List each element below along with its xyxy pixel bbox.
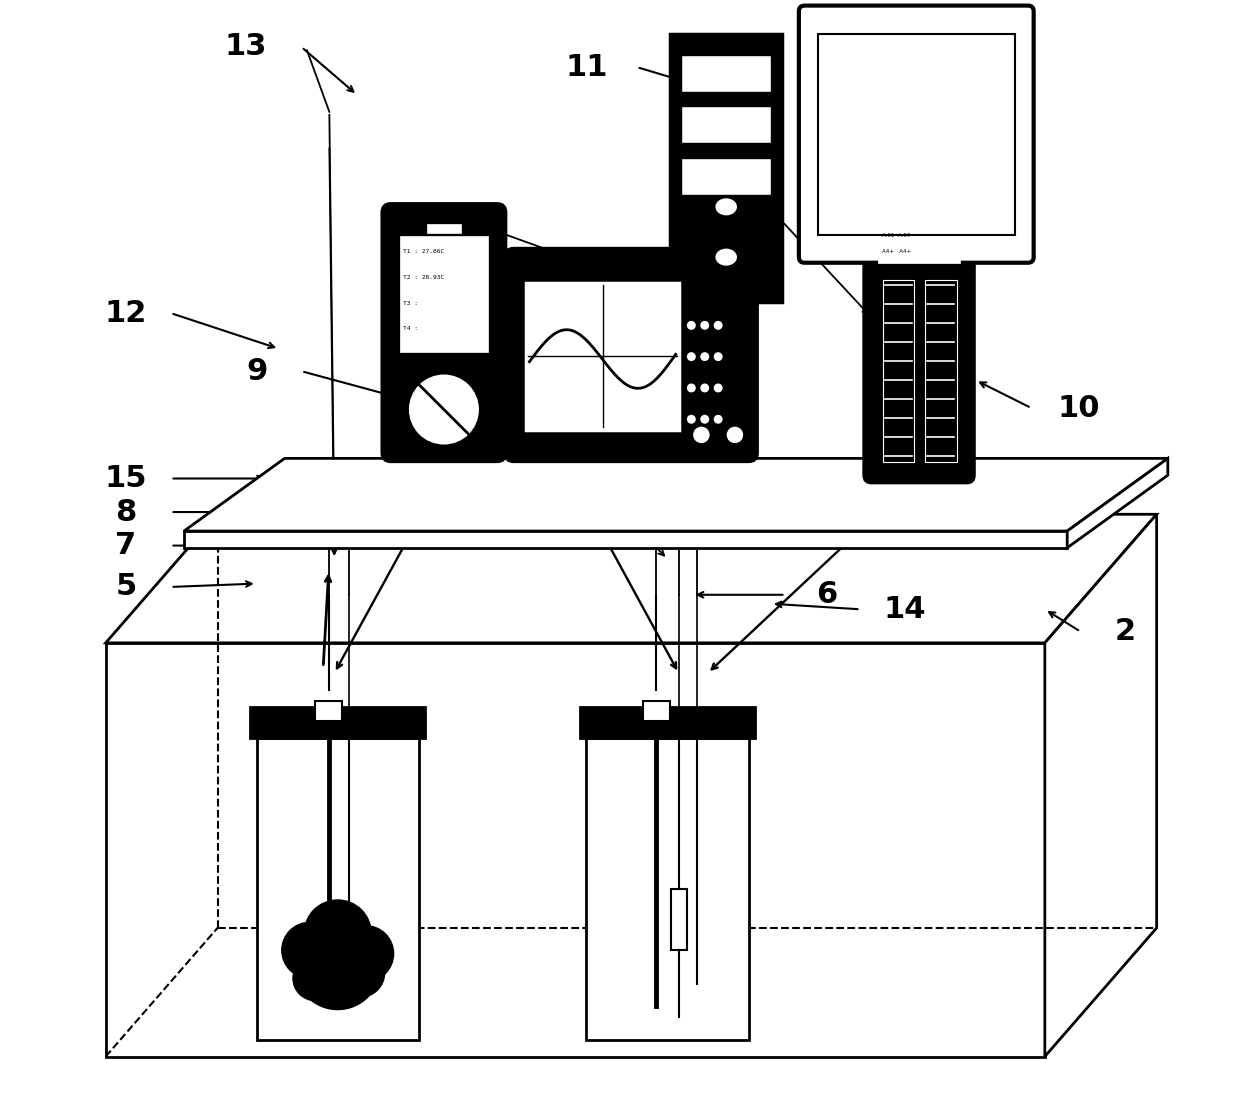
Bar: [257, 738, 419, 1040]
Polygon shape: [184, 458, 1168, 531]
Text: 9: 9: [246, 357, 268, 386]
Circle shape: [701, 321, 709, 330]
Circle shape: [687, 383, 696, 392]
Ellipse shape: [717, 249, 737, 265]
Bar: [682, 106, 771, 143]
Circle shape: [714, 352, 723, 361]
Polygon shape: [105, 514, 1157, 643]
Circle shape: [687, 352, 696, 361]
Circle shape: [687, 415, 696, 424]
FancyBboxPatch shape: [799, 6, 1034, 263]
Polygon shape: [1045, 514, 1157, 1057]
Bar: [580, 707, 755, 738]
Circle shape: [304, 900, 371, 967]
Text: 11: 11: [565, 53, 608, 82]
Circle shape: [281, 922, 337, 978]
Text: 7: 7: [115, 531, 136, 560]
Circle shape: [692, 426, 711, 444]
Bar: [883, 280, 914, 462]
Text: 14: 14: [884, 595, 926, 624]
FancyBboxPatch shape: [382, 203, 506, 462]
Circle shape: [410, 376, 477, 444]
Text: 2: 2: [1115, 617, 1136, 646]
Bar: [818, 34, 1014, 235]
Circle shape: [714, 383, 723, 392]
Text: 5: 5: [115, 572, 136, 601]
Text: T3 :: T3 :: [403, 301, 418, 305]
Circle shape: [337, 926, 393, 982]
Text: 10: 10: [1058, 394, 1100, 423]
Circle shape: [293, 956, 337, 1001]
Circle shape: [701, 415, 709, 424]
Bar: [925, 280, 956, 462]
Text: 15: 15: [104, 464, 148, 493]
Bar: [250, 707, 425, 738]
Bar: [315, 701, 342, 721]
Circle shape: [701, 352, 709, 361]
FancyBboxPatch shape: [864, 205, 975, 483]
Circle shape: [714, 321, 723, 330]
Circle shape: [701, 383, 709, 392]
Bar: [427, 224, 461, 233]
Bar: [671, 34, 782, 302]
Circle shape: [295, 925, 381, 1010]
Circle shape: [336, 948, 384, 997]
Bar: [682, 158, 771, 195]
Text: A.01  A.07: A.01 A.07: [882, 233, 910, 238]
Text: 6: 6: [816, 580, 837, 609]
Bar: [523, 280, 682, 433]
Bar: [399, 237, 489, 352]
Ellipse shape: [717, 199, 737, 215]
Text: T4 :: T4 :: [403, 326, 418, 331]
Text: A4+   A4+: A4+ A4+: [882, 248, 911, 254]
Bar: [878, 220, 960, 263]
Text: T1 : 27.86C: T1 : 27.86C: [403, 249, 444, 254]
Text: 12: 12: [104, 299, 148, 328]
Circle shape: [687, 321, 696, 330]
FancyBboxPatch shape: [505, 248, 758, 462]
Circle shape: [725, 426, 744, 444]
Text: 8: 8: [115, 498, 136, 527]
Polygon shape: [184, 531, 1068, 548]
Bar: [682, 55, 771, 92]
Polygon shape: [105, 643, 1045, 1057]
Text: 13: 13: [224, 32, 267, 61]
Bar: [642, 701, 670, 721]
Bar: [671, 889, 687, 950]
Polygon shape: [1068, 458, 1168, 548]
Text: T2 : 28.93C: T2 : 28.93C: [403, 275, 444, 280]
Bar: [587, 738, 749, 1040]
Circle shape: [714, 415, 723, 424]
